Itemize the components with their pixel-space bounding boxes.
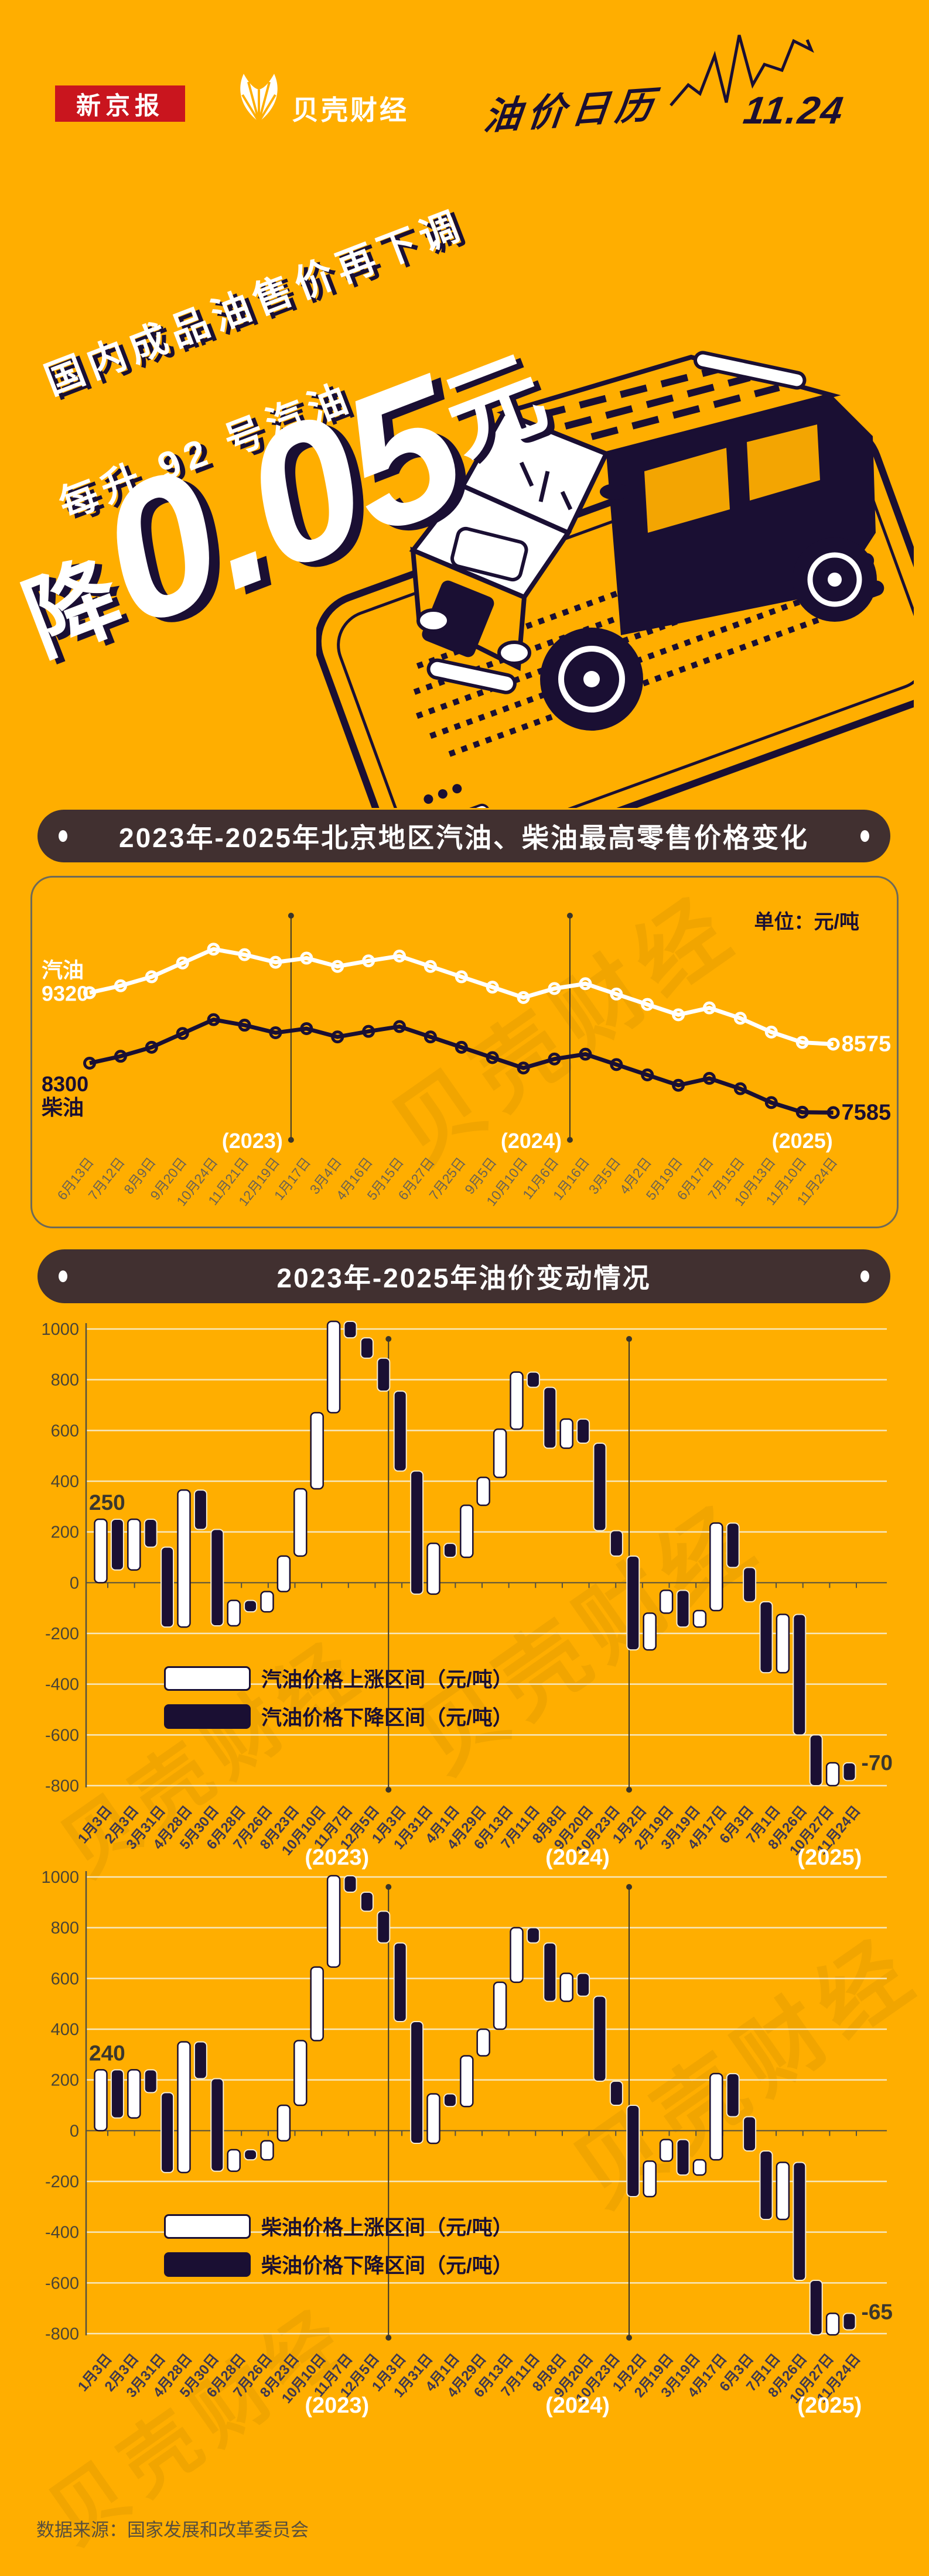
title-dot-icon <box>59 1270 67 1282</box>
svg-text:3月5日: 3月5日 <box>586 1155 624 1197</box>
svg-text:200: 200 <box>51 1523 79 1542</box>
data-source: 数据来源：国家发展和改革委员会 <box>36 2520 309 2540</box>
unit-label: 单位：元/吨 <box>754 911 859 933</box>
svg-text:0: 0 <box>70 1574 79 1592</box>
svg-text:9320: 9320 <box>42 982 88 1006</box>
svg-text:0: 0 <box>70 2122 79 2140</box>
shell-icon <box>240 74 278 123</box>
title-dot-icon <box>860 830 869 842</box>
svg-text:8575: 8575 <box>842 1032 892 1057</box>
legend-label: 柴油价格下降区间（元/吨） <box>261 2255 513 2277</box>
svg-text:(2024): (2024) <box>501 1129 562 1153</box>
legend-label: 汽油价格下降区间（元/吨） <box>261 1707 513 1729</box>
svg-text:600: 600 <box>51 1421 79 1440</box>
legend-label: 柴油价格上涨区间（元/吨） <box>261 2217 513 2239</box>
svg-text:-600: -600 <box>45 2274 79 2293</box>
gasoline-legend: 汽油价格上涨区间（元/吨） 汽油价格下降区间（元/吨） <box>164 1663 513 1731</box>
svg-text:-800: -800 <box>45 1777 79 1796</box>
svg-text:-800: -800 <box>45 2325 79 2344</box>
svg-text:800: 800 <box>51 1919 79 1938</box>
xinjingbao-logo-text: 新京报 <box>76 93 164 120</box>
legend-swatch <box>164 2214 251 2239</box>
svg-text:1000: 1000 <box>41 1320 79 1339</box>
header: 新京报 贝壳财经 油价日历 11.24 <box>0 0 929 146</box>
svg-text:8300: 8300 <box>42 1072 88 1096</box>
svg-text:(2025): (2025) <box>797 2393 862 2418</box>
title-dot-icon <box>860 1270 869 1282</box>
section-title-text: 2023年-2025年北京地区汽油、柴油最高零售价格变化 <box>119 823 809 853</box>
legend-row: 柴油价格上涨区间（元/吨） <box>164 2211 513 2241</box>
svg-text:250: 250 <box>89 1491 125 1515</box>
svg-text:600: 600 <box>51 1969 79 1988</box>
svg-text:200: 200 <box>51 2071 79 2090</box>
svg-text:400: 400 <box>51 2020 79 2039</box>
diesel-legend: 柴油价格上涨区间（元/吨） 柴油价格下降区间（元/吨） <box>164 2211 513 2279</box>
svg-text:汽油: 汽油 <box>42 958 84 982</box>
svg-text:-400: -400 <box>45 2224 79 2242</box>
page-title: 油价日历 <box>481 84 661 138</box>
svg-text:(2025): (2025) <box>772 1129 833 1153</box>
car-on-phone-illustration <box>314 316 929 879</box>
svg-text:(2023): (2023) <box>222 1129 283 1153</box>
svg-text:-400: -400 <box>45 1676 79 1694</box>
section-title-price-change: 2023年-2025年油价变动情况 <box>37 1249 890 1303</box>
svg-text:-200: -200 <box>45 2173 79 2191</box>
svg-text:400: 400 <box>51 1472 79 1491</box>
diesel-change-chart: 1000 800 600 400 200 0 -200 -400 -600 -800 1月3日 2月3… <box>30 1862 899 2426</box>
legend-swatch <box>164 1704 251 1729</box>
svg-text:(2025): (2025) <box>797 1845 862 1870</box>
section-title-retail-price: 2023年-2025年北京地区汽油、柴油最高零售价格变化 <box>37 810 890 862</box>
section-title-text: 2023年-2025年油价变动情况 <box>276 1263 651 1293</box>
svg-text:240: 240 <box>89 2041 125 2065</box>
suv-icon <box>409 351 877 731</box>
title-dot-icon <box>59 830 67 842</box>
legend-row: 汽油价格下降区间（元/吨） <box>164 1701 513 1731</box>
svg-text:-70: -70 <box>862 1751 893 1775</box>
legend-swatch <box>164 1666 251 1691</box>
beike-finance-logo-text: 贝壳财经 <box>292 95 409 125</box>
xinjingbao-logo: 新京报 <box>55 85 185 122</box>
legend-swatch <box>164 2252 251 2277</box>
svg-text:-600: -600 <box>45 1726 79 1745</box>
retail-price-line-chart: 单位：元/吨 (2023) (2024) (2025) 6月13日 7月12日 8月9日 9… <box>30 876 899 1228</box>
legend-row: 柴油价格下降区间（元/吨） <box>164 2249 513 2279</box>
svg-text:800: 800 <box>51 1371 79 1390</box>
svg-text:-65: -65 <box>862 2300 893 2324</box>
svg-text:7585: 7585 <box>842 1100 892 1125</box>
svg-text:(2023): (2023) <box>305 1845 369 1870</box>
svg-text:(2024): (2024) <box>545 2393 610 2418</box>
svg-text:(2024): (2024) <box>545 1845 610 1870</box>
legend-label: 汽油价格上涨区间（元/吨） <box>261 1669 513 1691</box>
svg-text:-200: -200 <box>45 1625 79 1643</box>
trend-line-icon <box>670 35 814 107</box>
svg-text:1000: 1000 <box>41 1868 79 1887</box>
svg-text:柴油: 柴油 <box>42 1095 84 1119</box>
legend-row: 汽油价格上涨区间（元/吨） <box>164 1663 513 1693</box>
gasoline-change-chart: 1000 800 600 400 200 0 -200 -400 -600 -800 1月3日 2月3… <box>30 1314 899 1878</box>
svg-text:(2023): (2023) <box>305 2393 369 2418</box>
date-badge: 11.24 <box>740 88 847 132</box>
